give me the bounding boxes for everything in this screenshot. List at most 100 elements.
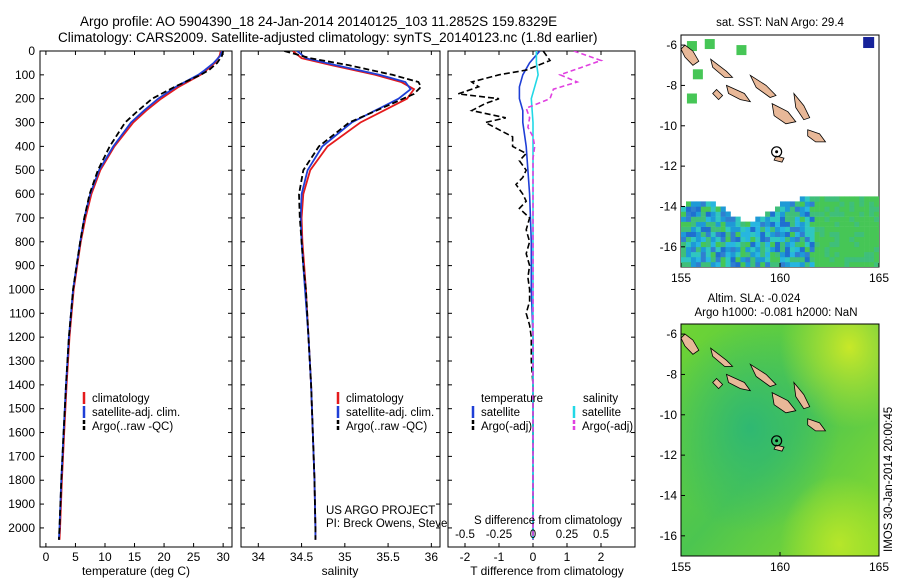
island — [710, 347, 734, 367]
y-tick-label: 1800 — [8, 473, 35, 487]
sst-cell — [804, 262, 811, 267]
sst-cell — [735, 241, 741, 248]
sst-cell — [834, 251, 840, 258]
map-y-tick-label: -14 — [660, 488, 678, 502]
sst-cell — [809, 251, 815, 258]
sst-cell — [775, 206, 781, 212]
argo-position-dot — [775, 439, 779, 443]
sst-cell — [735, 231, 741, 237]
sst-cell — [760, 241, 766, 248]
sst-cell — [789, 246, 796, 253]
difference-legend: temperature salinity satellite Argo(-adj… — [471, 393, 633, 433]
sst-cell — [705, 251, 712, 258]
sst-cell — [695, 241, 702, 248]
map-x-tick-label: 165 — [869, 560, 889, 574]
sst-cell — [681, 246, 687, 253]
sst-cell — [869, 216, 875, 222]
sst-cell — [765, 246, 771, 253]
y-tick-label: 1700 — [8, 449, 35, 463]
sst-cell — [690, 246, 697, 253]
y-tick-label: 0 — [28, 44, 35, 58]
sst-cell — [690, 231, 697, 237]
sst-cell — [695, 256, 702, 263]
sst-cell — [710, 241, 716, 248]
top-tick-label: 0.5 — [593, 529, 609, 541]
sst-cell — [760, 256, 766, 263]
x-tick-label: 25 — [187, 550, 201, 564]
sst-cell — [720, 236, 726, 242]
y-tick-label: 1200 — [8, 330, 35, 344]
sst-cell — [874, 241, 879, 248]
x-tick-label: -1 — [494, 550, 505, 564]
island — [712, 88, 724, 101]
sst-cell — [829, 251, 835, 258]
sst-cell — [829, 241, 835, 248]
sst-cell — [839, 206, 845, 212]
sst-cell — [710, 246, 716, 253]
sst-cell — [799, 221, 806, 227]
sst-cell — [686, 256, 692, 263]
x-tick-label: -2 — [460, 550, 471, 564]
sst-cell — [692, 69, 703, 80]
sst-cell — [750, 241, 756, 248]
sst-cell — [864, 226, 870, 232]
sst-cell — [819, 262, 825, 267]
sst-cell — [760, 226, 766, 232]
x-tick-label: 36 — [425, 550, 439, 564]
sst-cell — [780, 221, 786, 227]
sst-cell — [854, 231, 860, 237]
sst-cell — [690, 211, 697, 217]
series-line-t-argo — [457, 51, 552, 540]
sst-cell — [869, 211, 875, 217]
sst-cell — [736, 45, 747, 56]
sst-cell — [814, 246, 820, 253]
map-y-tick-label: -10 — [660, 119, 678, 133]
sst-cell — [824, 226, 830, 232]
sst-cell — [780, 246, 786, 253]
sst-cell — [864, 256, 870, 263]
sst-cell — [750, 226, 756, 232]
argo-position-dot — [775, 150, 779, 154]
x-tick-label: 0 — [530, 550, 537, 564]
sst-cell — [686, 221, 692, 227]
sst-cell — [725, 251, 731, 258]
sst-cell — [705, 221, 712, 227]
sst-cell — [710, 256, 716, 263]
sst-map-title: sat. SST: NaN Argo: 29.4 — [716, 17, 844, 29]
sst-cell — [859, 246, 865, 253]
sst-cell — [785, 231, 791, 237]
sst-cell — [854, 211, 860, 217]
sst-cell — [794, 216, 801, 222]
sst-cell — [765, 251, 771, 258]
sst-cell — [686, 201, 692, 207]
sst-cell — [785, 241, 791, 248]
sst-cell — [869, 236, 875, 242]
sst-cell — [730, 262, 736, 267]
sst-cell — [770, 231, 776, 237]
sst-cell — [735, 251, 741, 258]
sst-cell — [839, 236, 845, 242]
sst-cell — [780, 226, 786, 232]
sst-cell — [705, 201, 712, 207]
sst-cell — [834, 236, 840, 242]
sst-cell — [705, 211, 712, 217]
sst-cell — [740, 246, 746, 253]
sst-cell — [725, 236, 731, 242]
sst-cell — [829, 196, 835, 202]
x-tick-label: 35.5 — [376, 550, 400, 564]
y-tick-label: 600 — [15, 187, 35, 201]
argo-position-marker — [771, 435, 783, 447]
sst-cell — [799, 262, 806, 267]
sst-cell — [849, 201, 855, 207]
sst-cell — [760, 236, 766, 242]
sst-cell — [770, 251, 776, 258]
sst-cell — [799, 246, 806, 253]
y-tick-label: 500 — [15, 163, 35, 177]
sst-cell — [799, 216, 806, 222]
sst-cell — [809, 246, 815, 253]
sst-cell — [849, 226, 855, 232]
sst-cell — [686, 216, 692, 222]
sst-cell — [715, 241, 721, 248]
sst-cell — [686, 246, 692, 253]
sst-cell — [834, 216, 840, 222]
